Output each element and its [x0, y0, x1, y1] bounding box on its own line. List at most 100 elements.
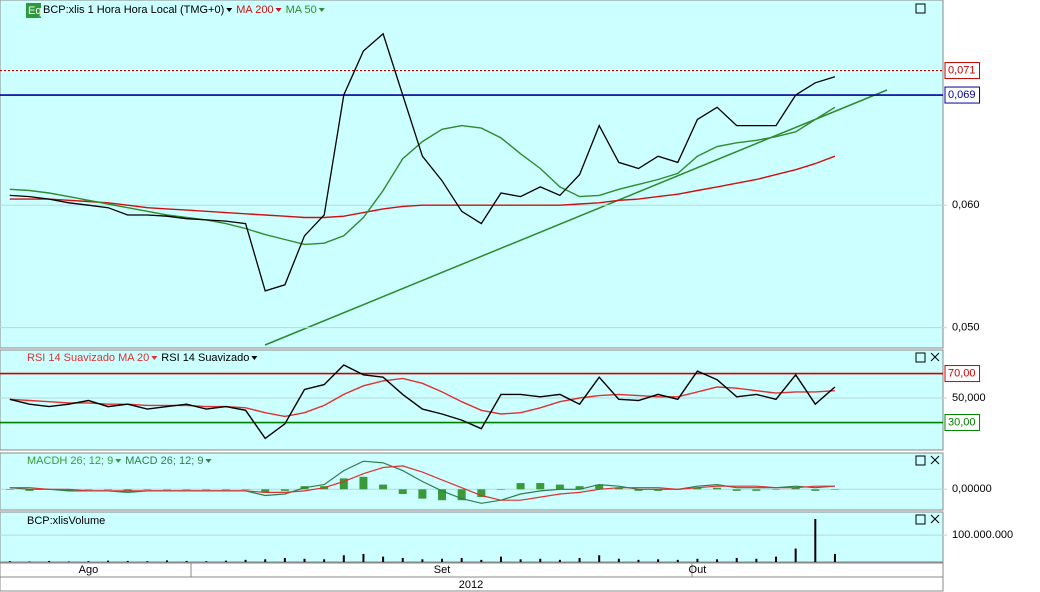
badge-label: Eq: [28, 5, 41, 17]
close-button[interactable]: [930, 514, 940, 524]
maximize-button[interactable]: [915, 455, 926, 466]
volume-bar: [696, 558, 699, 562]
maximize-button[interactable]: [915, 3, 926, 14]
dropdown-arrow: [151, 356, 158, 360]
level-label-box: [944, 365, 981, 383]
histogram-bar: [732, 489, 741, 491]
histogram-bar: [614, 487, 623, 490]
volume-bar: [126, 560, 129, 562]
legend-label: BCP:xlis 1 Hora Hora Local (TMG+0): [43, 4, 224, 16]
volume-bar: [87, 561, 90, 562]
close-button[interactable]: [930, 352, 940, 362]
volume-bar: [441, 558, 444, 562]
legend-label: MA 200: [236, 4, 273, 16]
volume-bar: [676, 559, 679, 562]
histogram-bar: [221, 489, 230, 490]
dropdown-arrow: [275, 8, 282, 12]
histogram-bar: [261, 489, 270, 493]
legend-label: BCP:xlisVolume: [27, 515, 105, 527]
histogram-bar: [496, 489, 505, 490]
histogram-bar: [123, 489, 132, 491]
year-label: 2012: [459, 579, 483, 591]
histogram-bar: [752, 489, 761, 491]
maximize-button[interactable]: [915, 352, 926, 363]
histogram-bar: [693, 487, 702, 490]
volume-bar: [617, 558, 620, 562]
volume-bar: [519, 559, 522, 562]
close-button[interactable]: [930, 455, 940, 465]
volume-bar: [833, 553, 836, 562]
volume-bar: [539, 558, 542, 562]
volume-bar: [598, 555, 601, 562]
level-label: 0,071: [948, 64, 976, 76]
volume-bar: [460, 557, 463, 562]
volume-bar: [716, 559, 719, 562]
histogram-bar: [182, 489, 191, 490]
histogram-bar: [418, 489, 427, 499]
histogram-bar: [84, 489, 93, 490]
histogram-bar: [634, 489, 643, 491]
volume-bar: [67, 561, 70, 562]
volume-bar: [382, 556, 385, 562]
histogram-bar: [457, 489, 466, 501]
legend-label: RSI 14 Suavizado MA 20: [27, 352, 149, 364]
panel-buttons: [915, 3, 940, 525]
level-label: 70,00: [948, 367, 976, 379]
histogram-bar: [379, 484, 388, 490]
volume-bar: [283, 557, 286, 562]
volume-bar: [8, 561, 11, 562]
volume-bar: [165, 560, 168, 562]
volume-bar: [578, 557, 581, 562]
histogram-bar: [575, 486, 584, 490]
x-tick-label: Out: [689, 564, 707, 576]
dropdown-arrow: [115, 459, 122, 463]
histogram-bar: [202, 489, 211, 490]
volume-bar: [794, 548, 797, 562]
volume-bar: [107, 560, 110, 562]
volume-bar: [401, 557, 404, 562]
rsi-panel: [0, 349, 944, 451]
maximize-button[interactable]: [915, 514, 926, 525]
volume-bar: [224, 560, 227, 562]
histogram-bar: [791, 487, 800, 490]
histogram-bar: [516, 483, 525, 490]
y-tick-label: 100.000.000: [952, 529, 1013, 541]
legend-label: MACD 26; 12; 9: [125, 455, 203, 467]
legend-label: MA 50: [286, 4, 317, 16]
legend-label: MACDH 26; 12; 9: [27, 455, 113, 467]
volume-bar: [814, 518, 817, 562]
volume-bar: [28, 561, 31, 562]
histogram-bar: [477, 489, 486, 498]
dropdown-arrow: [226, 8, 233, 12]
trendline: [264, 89, 888, 346]
dropdown-arrow: [318, 8, 325, 12]
histogram-bar: [5, 489, 14, 490]
level-label-box: [944, 414, 981, 432]
indicator-line: [9, 155, 836, 219]
level-label: 30,00: [948, 416, 976, 428]
volume-bar: [499, 556, 502, 562]
volume-bar: [244, 559, 247, 562]
y-tick-label: 0,00000: [952, 483, 992, 495]
volume-bar: [342, 555, 345, 562]
indicator-line: [9, 377, 835, 418]
level-label-box: [944, 62, 981, 80]
volume-bar: [323, 559, 326, 562]
x-tick-label: Ago: [79, 564, 99, 576]
histogram-bar: [162, 489, 171, 490]
dropdown-arrow: [251, 356, 258, 360]
dropdown-arrow: [205, 459, 212, 463]
histogram-bar: [772, 489, 781, 490]
histogram-bar: [64, 489, 73, 491]
histogram-bar: [398, 489, 407, 494]
volume-bar: [775, 556, 778, 562]
volume-bar: [558, 559, 561, 562]
volume-bar: [637, 559, 640, 562]
volume-bar: [205, 561, 208, 562]
volume-bar: [480, 559, 483, 562]
histogram-bar: [104, 489, 113, 490]
histogram-bar: [536, 483, 545, 490]
histogram-bar: [830, 489, 839, 490]
